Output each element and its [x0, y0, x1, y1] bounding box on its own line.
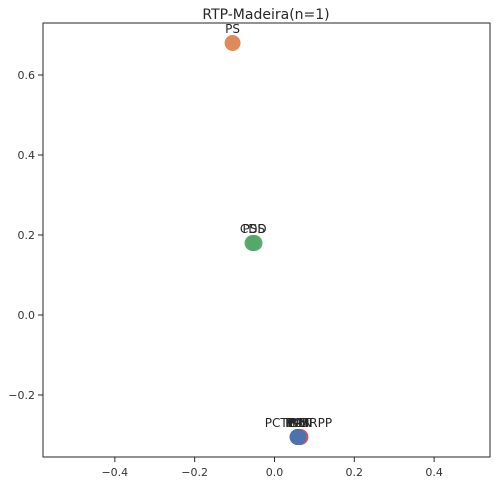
y-tick-label: 0.0 [18, 309, 36, 322]
y-axis: −0.2 0.0 0.2 0.4 0.6 [8, 69, 43, 402]
y-tick-label: 0.6 [18, 69, 36, 82]
x-tick-label: 0.2 [346, 466, 364, 479]
data-points [224, 35, 309, 445]
x-tick-label: −0.2 [181, 466, 208, 479]
y-tick-label: 0.2 [18, 229, 36, 242]
data-point [290, 429, 307, 445]
data-point [224, 35, 241, 51]
x-axis: −0.4 −0.2 0.0 0.2 0.4 [101, 457, 443, 479]
y-tick-label: −0.2 [8, 389, 35, 402]
x-tick-label: 0.4 [425, 466, 443, 479]
data-point [246, 235, 263, 251]
y-tick-label: 0.4 [18, 149, 36, 162]
point-label: PCTP-MRPP [265, 416, 332, 430]
point-label: CDS [240, 222, 265, 236]
x-tick-label: −0.4 [101, 466, 128, 479]
point-label: PS [225, 22, 240, 36]
point-label: PAN [289, 416, 313, 430]
chart-title: RTP-Madeira(n=1) [202, 7, 329, 23]
point-label: BE [290, 416, 306, 430]
point-label: PCP [286, 416, 309, 430]
x-tick-label: 0.0 [266, 466, 284, 479]
point-label: PSD [242, 222, 266, 236]
plot-area [42, 22, 491, 458]
point-label: MPT [285, 416, 311, 430]
